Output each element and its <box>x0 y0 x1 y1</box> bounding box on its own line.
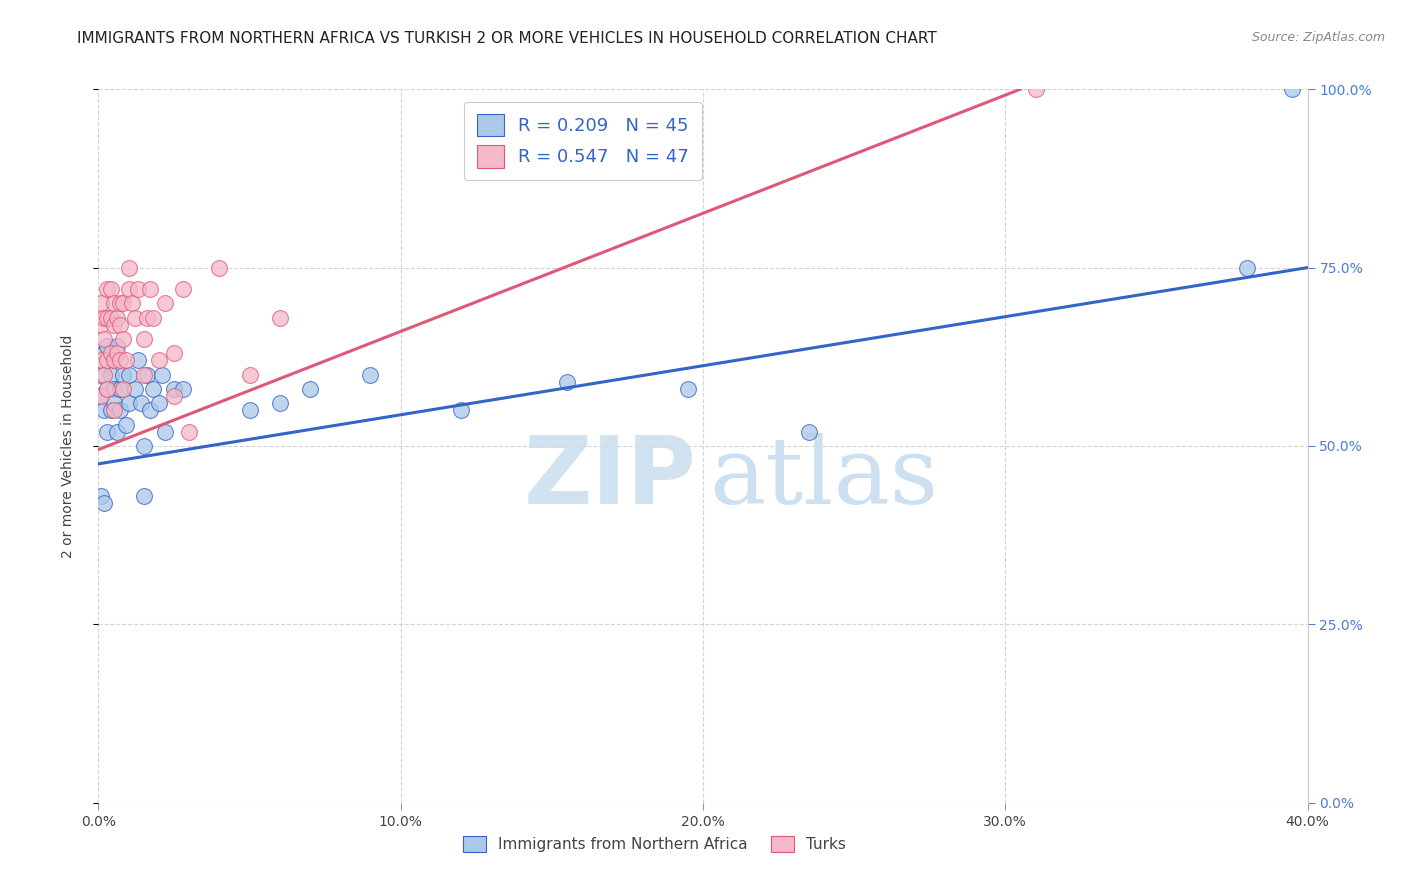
Point <box>93 310 115 325</box>
Point <box>150 368 173 382</box>
Point <box>555 375 578 389</box>
Point <box>676 382 699 396</box>
Point <box>239 368 262 382</box>
Point <box>108 318 131 332</box>
Point <box>1024 82 1046 96</box>
Point <box>90 296 112 310</box>
Point <box>118 282 141 296</box>
Point <box>103 353 125 368</box>
Point <box>103 382 125 396</box>
Point <box>93 346 115 360</box>
Point <box>129 396 152 410</box>
Point <box>103 296 125 310</box>
Point <box>96 425 118 439</box>
Point <box>269 396 291 410</box>
Point <box>96 310 118 325</box>
Point <box>96 339 118 353</box>
Point <box>105 339 128 353</box>
Point <box>139 403 162 417</box>
Point <box>163 389 186 403</box>
Point <box>108 353 131 368</box>
Point <box>93 332 115 346</box>
Point <box>100 282 122 296</box>
Point <box>96 382 118 396</box>
Point <box>124 382 146 396</box>
Point <box>90 489 112 503</box>
Point <box>124 310 146 325</box>
Point <box>118 260 141 275</box>
Point <box>103 353 125 368</box>
Point <box>163 382 186 396</box>
Text: ZIP: ZIP <box>524 432 697 524</box>
Point <box>96 282 118 296</box>
Point <box>269 310 291 325</box>
Point <box>114 353 136 368</box>
Point <box>132 368 155 382</box>
Point <box>111 382 134 396</box>
Point <box>450 403 472 417</box>
Point <box>172 382 194 396</box>
Point <box>103 318 125 332</box>
Point <box>208 260 231 275</box>
Point <box>132 439 155 453</box>
Point <box>1236 260 1258 275</box>
Point <box>100 310 122 325</box>
Point <box>163 346 186 360</box>
Point <box>111 368 134 382</box>
Text: atlas: atlas <box>709 434 938 523</box>
Point <box>153 296 176 310</box>
Point <box>90 353 112 368</box>
Point <box>108 382 131 396</box>
Point <box>96 382 118 396</box>
Point <box>135 368 157 382</box>
Point <box>118 368 141 382</box>
Point <box>93 403 115 417</box>
Point <box>139 282 162 296</box>
Y-axis label: 2 or more Vehicles in Household: 2 or more Vehicles in Household <box>60 334 75 558</box>
Text: Source: ZipAtlas.com: Source: ZipAtlas.com <box>1251 31 1385 45</box>
Point <box>172 282 194 296</box>
Point <box>142 382 165 396</box>
Point <box>90 368 112 382</box>
Point <box>108 296 131 310</box>
Point <box>105 425 128 439</box>
Point <box>90 389 112 403</box>
Point <box>239 403 262 417</box>
Point <box>360 368 382 382</box>
Point <box>90 389 112 403</box>
Point <box>121 296 143 310</box>
Point <box>797 425 820 439</box>
Point <box>1281 82 1303 96</box>
Point <box>96 353 118 368</box>
Point <box>153 425 176 439</box>
Point <box>103 403 125 417</box>
Point <box>148 396 170 410</box>
Point <box>132 332 155 346</box>
Point <box>179 425 201 439</box>
Point <box>135 310 157 325</box>
Point <box>90 318 112 332</box>
Point <box>299 382 322 396</box>
Point <box>132 489 155 503</box>
Point <box>127 353 149 368</box>
Point <box>127 282 149 296</box>
Point <box>148 353 170 368</box>
Legend: Immigrants from Northern Africa, Turks: Immigrants from Northern Africa, Turks <box>457 830 852 858</box>
Point <box>105 346 128 360</box>
Text: IMMIGRANTS FROM NORTHERN AFRICA VS TURKISH 2 OR MORE VEHICLES IN HOUSEHOLD CORRE: IMMIGRANTS FROM NORTHERN AFRICA VS TURKI… <box>77 31 936 46</box>
Point <box>100 403 122 417</box>
Point <box>111 296 134 310</box>
Point <box>103 396 125 410</box>
Point <box>108 403 131 417</box>
Point <box>114 417 136 432</box>
Point <box>105 310 128 325</box>
Point <box>142 310 165 325</box>
Point <box>93 496 115 510</box>
Point <box>118 396 141 410</box>
Point <box>100 368 122 382</box>
Point <box>93 368 115 382</box>
Point <box>111 332 134 346</box>
Point <box>100 346 122 360</box>
